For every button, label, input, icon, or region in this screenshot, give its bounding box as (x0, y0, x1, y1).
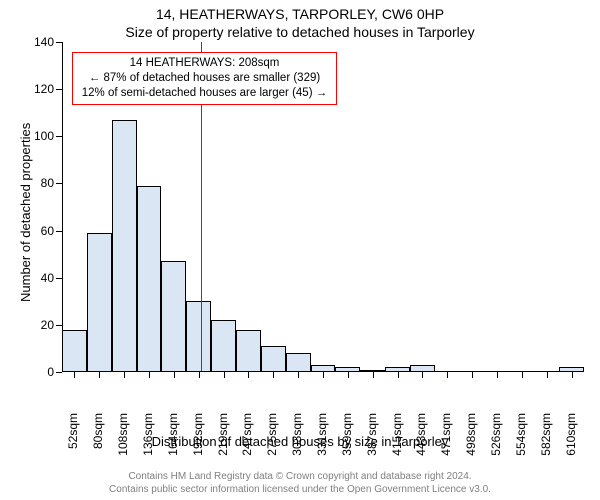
y-tick-label: 120 (24, 82, 54, 96)
x-tick-label: 247sqm (240, 413, 254, 463)
x-tick-label: 471sqm (439, 413, 453, 463)
chart-title-1: 14, HEATHERWAYS, TARPORLEY, CW6 0HP (0, 6, 600, 22)
x-tick-label: 443sqm (414, 413, 428, 463)
histogram-bar (87, 233, 112, 372)
x-tick-label: 275sqm (265, 413, 279, 463)
y-tick-label: 40 (24, 271, 54, 285)
y-tick-label: 0 (24, 365, 54, 379)
histogram-bar (137, 186, 162, 372)
y-tick-label: 60 (24, 224, 54, 238)
footer: Contains HM Land Registry data © Crown c… (0, 470, 600, 496)
annotation-line: 12% of semi-detached houses are larger (… (79, 86, 330, 101)
x-tick-label: 80sqm (91, 413, 105, 463)
y-tick-label: 140 (24, 35, 54, 49)
histogram-bar (236, 330, 261, 372)
footer-line-2: Contains public sector information licen… (0, 483, 600, 496)
x-tick-label: 554sqm (514, 413, 528, 463)
x-tick-label: 136sqm (141, 413, 155, 463)
x-tick-label: 387sqm (365, 413, 379, 463)
x-tick-label: 52sqm (66, 413, 80, 463)
histogram-bar (261, 346, 286, 372)
x-tick-label: 610sqm (564, 413, 578, 463)
histogram-bar (62, 330, 87, 372)
x-tick-label: 192sqm (191, 413, 205, 463)
chart-title-2: Size of property relative to detached ho… (0, 24, 600, 40)
x-tick-label: 164sqm (166, 413, 180, 463)
x-tick-label: 526sqm (489, 413, 503, 463)
x-tick-label: 359sqm (340, 413, 354, 463)
x-tick-label: 303sqm (290, 413, 304, 463)
annotation-line: 14 HEATHERWAYS: 208sqm (79, 56, 330, 71)
y-tick-label: 20 (24, 318, 54, 332)
annotation-box: 14 HEATHERWAYS: 208sqm← 87% of detached … (72, 52, 337, 105)
x-tick-label: 331sqm (315, 413, 329, 463)
y-tick-label: 100 (24, 129, 54, 143)
x-tick-label: 415sqm (390, 413, 404, 463)
x-tick-label: 498sqm (464, 413, 478, 463)
histogram-bar (112, 120, 137, 372)
histogram-bar (161, 261, 186, 372)
chart-container: 14, HEATHERWAYS, TARPORLEY, CW6 0HP Size… (0, 0, 600, 500)
footer-line-1: Contains HM Land Registry data © Crown c… (0, 470, 600, 483)
x-tick-label: 219sqm (216, 413, 230, 463)
histogram-bar (186, 301, 211, 372)
x-tick-label: 582sqm (539, 413, 553, 463)
histogram-bar (286, 353, 311, 372)
annotation-line: ← 87% of detached houses are smaller (32… (79, 71, 330, 86)
x-tick-label: 108sqm (116, 413, 130, 463)
histogram-bar (211, 320, 236, 372)
y-tick-label: 80 (24, 176, 54, 190)
